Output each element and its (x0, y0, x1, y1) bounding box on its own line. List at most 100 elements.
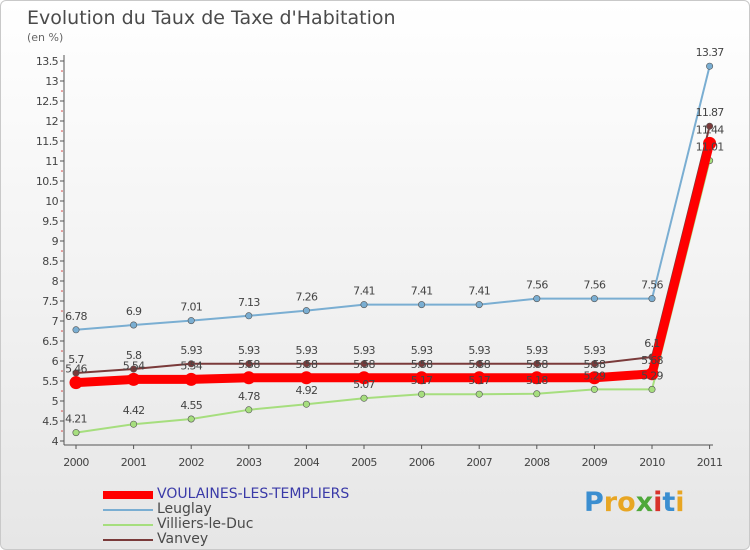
series-line-2 (75, 159, 711, 434)
legend-swatch (103, 490, 153, 499)
data-label: 5.18 (526, 374, 548, 387)
data-point (187, 360, 195, 368)
x-tick-label: 2002 (178, 456, 204, 469)
data-label: 11.01 (696, 141, 724, 154)
data-label: 6.78 (65, 310, 87, 323)
y-tick-label: 6 (52, 355, 59, 368)
y-tick-label: 4.5 (42, 415, 58, 428)
data-label: 7.13 (238, 296, 260, 309)
y-minor-tick (61, 150, 63, 152)
data-label: 5.93 (584, 344, 606, 357)
data-label: 5.93 (526, 344, 548, 357)
data-label: 5.93 (353, 344, 375, 357)
data-label: 6.1 (644, 337, 659, 350)
data-point (72, 429, 80, 437)
y-minor-tick (61, 290, 63, 292)
logo-letter: t (662, 487, 676, 518)
legend: VOULAINES-LES-TEMPLIERS Leuglay Villiers-l… (103, 487, 349, 547)
data-point (418, 301, 426, 309)
y-tick-label: 5.5 (42, 375, 58, 388)
y-minor-tick (61, 390, 63, 392)
y-minor-tick (61, 250, 63, 252)
y-tick-label: 5 (52, 395, 59, 408)
data-label: 5.93 (180, 344, 202, 357)
x-tick-label: 2009 (582, 456, 608, 469)
data-point (415, 371, 429, 385)
data-point (302, 307, 310, 315)
x-tick-label: 2001 (121, 456, 147, 469)
data-point (187, 317, 195, 325)
y-minor-tick (61, 330, 63, 332)
y-tick-label: 12.5 (36, 95, 59, 108)
data-label: 5.54 (123, 359, 145, 372)
data-point (475, 360, 483, 368)
data-point (533, 390, 541, 398)
series-line-1 (75, 65, 711, 331)
y-tick-label: 10.5 (36, 175, 59, 188)
data-point (645, 367, 659, 381)
data-point (706, 122, 714, 130)
data-label: 5.58 (238, 358, 260, 371)
legend-swatch (103, 523, 153, 526)
legend-label: Leuglay (157, 501, 212, 517)
x-tick-label: 2000 (63, 456, 89, 469)
y-tick-label: 13 (45, 75, 58, 88)
data-label: 11.87 (696, 106, 725, 119)
legend-label: VOULAINES-LES-TEMPLIERS (157, 486, 350, 502)
y-minor-tick (61, 370, 63, 372)
y-minor-tick (61, 350, 63, 352)
data-label: 7.41 (468, 285, 490, 298)
y-minor-tick (61, 270, 63, 272)
y-tick-label: 8.5 (42, 255, 58, 268)
chart-subtitle: (en %) (27, 31, 64, 44)
data-label: 5.54 (180, 359, 202, 372)
data-point (245, 406, 253, 414)
data-point (533, 295, 541, 303)
data-label: 5.7 (68, 353, 84, 366)
data-point (127, 372, 141, 386)
logo-letter: i (675, 487, 685, 518)
y-minor-tick (61, 170, 63, 172)
data-label: 5.93 (468, 344, 490, 357)
x-tick-label: 2004 (294, 456, 320, 469)
data-label: 4.21 (65, 413, 87, 426)
data-label: 5.29 (584, 369, 606, 382)
data-point (587, 371, 601, 385)
y-tick-label: 7.5 (42, 295, 58, 308)
y-tick-label: 9.5 (42, 215, 58, 228)
data-point (72, 326, 80, 334)
data-label: 5.07 (353, 378, 375, 391)
series-line-3 (75, 125, 711, 374)
legend-item: Leuglay (103, 502, 349, 517)
data-point (475, 390, 483, 398)
legend-item: Vanvey (103, 532, 349, 547)
series-line-0 (71, 138, 715, 388)
data-label: 5.46 (65, 363, 87, 376)
y-tick-label: 7 (52, 315, 59, 328)
data-point (533, 360, 541, 368)
y-minor-tick (61, 70, 63, 72)
y-tick-label: 11 (45, 155, 58, 168)
data-label: 6.9 (126, 305, 142, 318)
y-tick-label: 9 (52, 235, 59, 248)
data-label: 5.58 (296, 358, 318, 371)
data-point (475, 301, 483, 309)
y-tick-label: 6.5 (42, 335, 58, 348)
y-minor-tick (61, 210, 63, 212)
data-label: 5.8 (126, 349, 142, 362)
legend-label: Villiers-le-Duc (157, 516, 254, 532)
y-tick-label: 11.5 (36, 135, 59, 148)
data-label: 7.56 (584, 279, 606, 292)
y-minor-tick (61, 110, 63, 112)
y-minor-tick (61, 410, 63, 412)
y-minor-tick (61, 190, 63, 192)
proxiti-logo: Proxiti (584, 487, 685, 518)
data-label: 5.58 (353, 358, 375, 371)
data-point (590, 385, 598, 393)
data-label: 7.01 (180, 301, 202, 314)
data-label: 5.58 (526, 358, 548, 371)
data-point (418, 360, 426, 368)
data-point (130, 321, 138, 329)
y-tick-label: 4 (52, 435, 59, 448)
